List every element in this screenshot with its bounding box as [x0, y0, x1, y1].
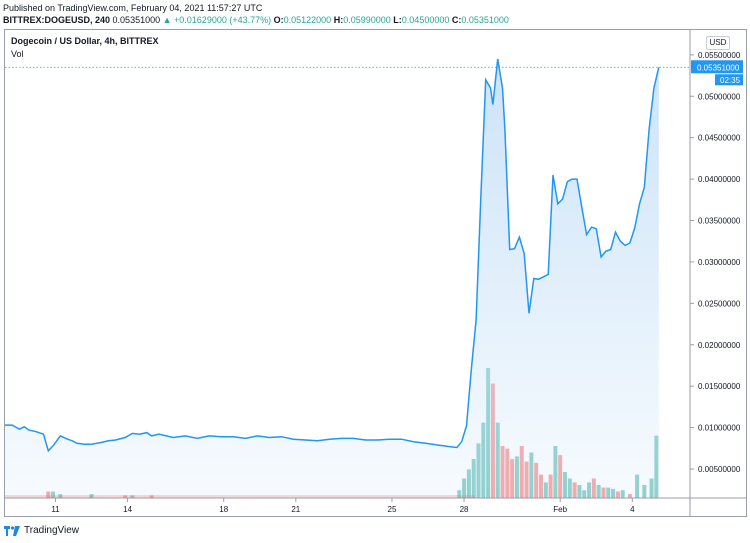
y-tick-label: 0.05500000	[698, 51, 741, 60]
price-label-box	[691, 60, 743, 74]
tradingview-brand: TradingView	[24, 525, 80, 536]
tradingview-logo[interactable]: TradingView	[4, 525, 79, 536]
countdown-text: 02:35	[720, 76, 741, 85]
y-tick-label: 0.02000000	[698, 341, 741, 350]
published-caption: Published on TradingView.com, February 0…	[3, 3, 263, 13]
price-area-fill	[5, 59, 659, 498]
open-value: 0.05122000	[283, 15, 332, 25]
low-value: 0.04500000	[401, 15, 450, 25]
x-tick-label: 25	[388, 505, 397, 514]
y-tick-label: 0.03000000	[698, 258, 741, 267]
close-value: 0.05351000	[461, 15, 509, 25]
open-label: O:	[273, 15, 284, 25]
x-tick-label: 4	[630, 505, 635, 514]
x-tick-label: 18	[219, 505, 228, 514]
close-label: C:	[451, 15, 462, 25]
low-label: L:	[393, 15, 402, 25]
countdown-box	[715, 74, 743, 86]
x-tick-label: 11	[51, 505, 60, 514]
y-tick-label: 0.04000000	[698, 175, 741, 184]
legend-volume: Vol	[11, 49, 24, 59]
price-label-text: 0.05351000	[697, 63, 740, 72]
x-tick-label: 21	[291, 505, 300, 514]
high-label: H:	[333, 15, 344, 25]
y-tick-label: 0.03500000	[698, 217, 741, 226]
y-tick-label: 0.00500000	[698, 465, 741, 474]
price-change: ▲ +0.01629000 (+43.77%)	[162, 15, 272, 25]
last-price: 0.05351000	[112, 15, 161, 25]
y-tick-label: 0.05000000	[698, 92, 741, 101]
price-line[interactable]	[5, 58, 660, 453]
x-tick-label: Feb	[553, 505, 567, 514]
currency-button[interactable]: USD	[706, 36, 730, 50]
ohlc-header: BITTREX:DOGEUSD, 240 0.05351000 ▲ +0.016…	[3, 15, 509, 25]
symbol-label: BITTREX:DOGEUSD, 240	[3, 15, 111, 25]
tradingview-logo-icon	[4, 525, 20, 536]
y-tick-label: 0.02500000	[698, 299, 741, 308]
legend-title: Dogecoin / US Dollar, 4h, BITTREX	[11, 36, 159, 46]
chart-frame[interactable]	[4, 29, 747, 517]
x-tick-label: 14	[123, 505, 132, 514]
y-tick-label: 0.01500000	[698, 382, 741, 391]
x-tick-label: 28	[460, 505, 469, 514]
y-tick-label: 0.01000000	[698, 424, 741, 433]
y-tick-label: 0.04500000	[698, 134, 741, 143]
high-value: 0.05990000	[343, 15, 391, 25]
